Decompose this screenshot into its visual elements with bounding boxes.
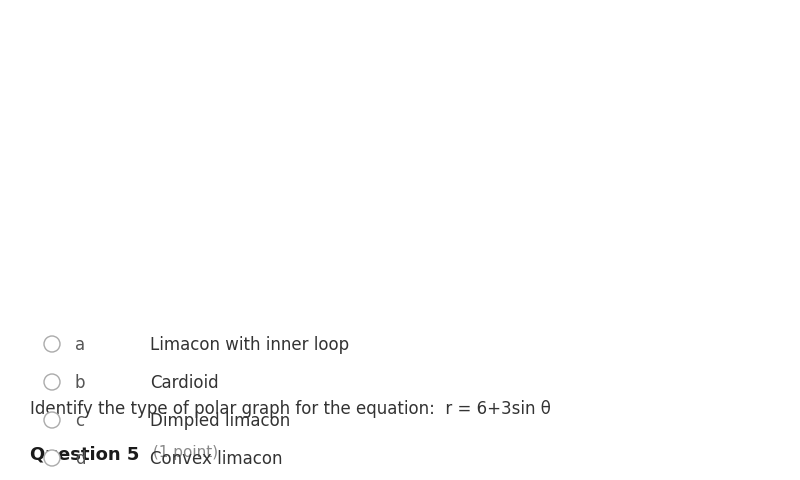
Circle shape xyxy=(44,450,60,466)
Text: Dimpled limacon: Dimpled limacon xyxy=(150,411,290,429)
Text: a: a xyxy=(75,336,85,353)
Text: Cardioid: Cardioid xyxy=(150,373,218,391)
Text: Limacon with inner loop: Limacon with inner loop xyxy=(150,336,349,353)
Text: Convex limacon: Convex limacon xyxy=(150,449,282,467)
Text: d: d xyxy=(75,449,86,467)
Text: c: c xyxy=(75,411,84,429)
Circle shape xyxy=(44,336,60,352)
Text: Question 5: Question 5 xyxy=(30,444,139,462)
Circle shape xyxy=(44,374,60,390)
Circle shape xyxy=(44,412,60,428)
Text: Identify the type of polar graph for the equation:  r = 6+3sin θ: Identify the type of polar graph for the… xyxy=(30,399,551,417)
Text: (1 point): (1 point) xyxy=(148,444,218,459)
Text: b: b xyxy=(75,373,86,391)
